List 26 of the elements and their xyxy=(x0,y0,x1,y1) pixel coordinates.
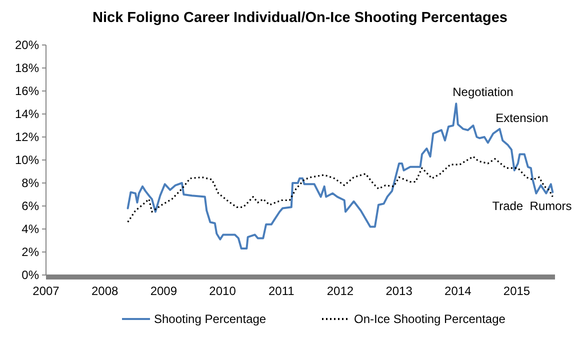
x-tick-label: 2015 xyxy=(503,284,530,298)
y-tick-label: 12% xyxy=(14,130,40,144)
x-tick-label: 2009 xyxy=(150,284,178,298)
x-tick-label: 2010 xyxy=(209,284,236,298)
x-tick-label: 2014 xyxy=(444,284,472,298)
y-tick-label: 0% xyxy=(22,268,40,282)
y-tick-label: 16% xyxy=(14,84,40,98)
annotation: Extension xyxy=(496,111,548,126)
x-tick-label: 2012 xyxy=(326,284,354,298)
y-tick-label: 2% xyxy=(22,245,40,260)
legend-label: Shooting Percentage xyxy=(154,312,266,326)
legend-label: On-Ice Shooting Percentage xyxy=(354,312,506,326)
y-tick-label: 10% xyxy=(14,153,40,168)
y-tick-label: 20% xyxy=(14,38,40,52)
annotation: Trade Rumors xyxy=(492,199,572,214)
x-tick-label: 2011 xyxy=(268,284,295,298)
annotation: Negotiation xyxy=(452,85,514,100)
y-tick-label: 4% xyxy=(22,222,40,236)
y-tick-label: 8% xyxy=(22,176,40,190)
x-tick-label: 2007 xyxy=(32,284,60,298)
y-tick-label: 6% xyxy=(22,199,40,214)
y-tick-label: 14% xyxy=(14,107,40,122)
y-tick-label: 18% xyxy=(14,61,40,76)
x-tick-label: 2008 xyxy=(91,284,119,298)
x-tick-label: 2013 xyxy=(386,284,413,298)
chart-title: Nick Foligno Career Individual/On-Ice Shooting Percentages xyxy=(92,10,508,26)
